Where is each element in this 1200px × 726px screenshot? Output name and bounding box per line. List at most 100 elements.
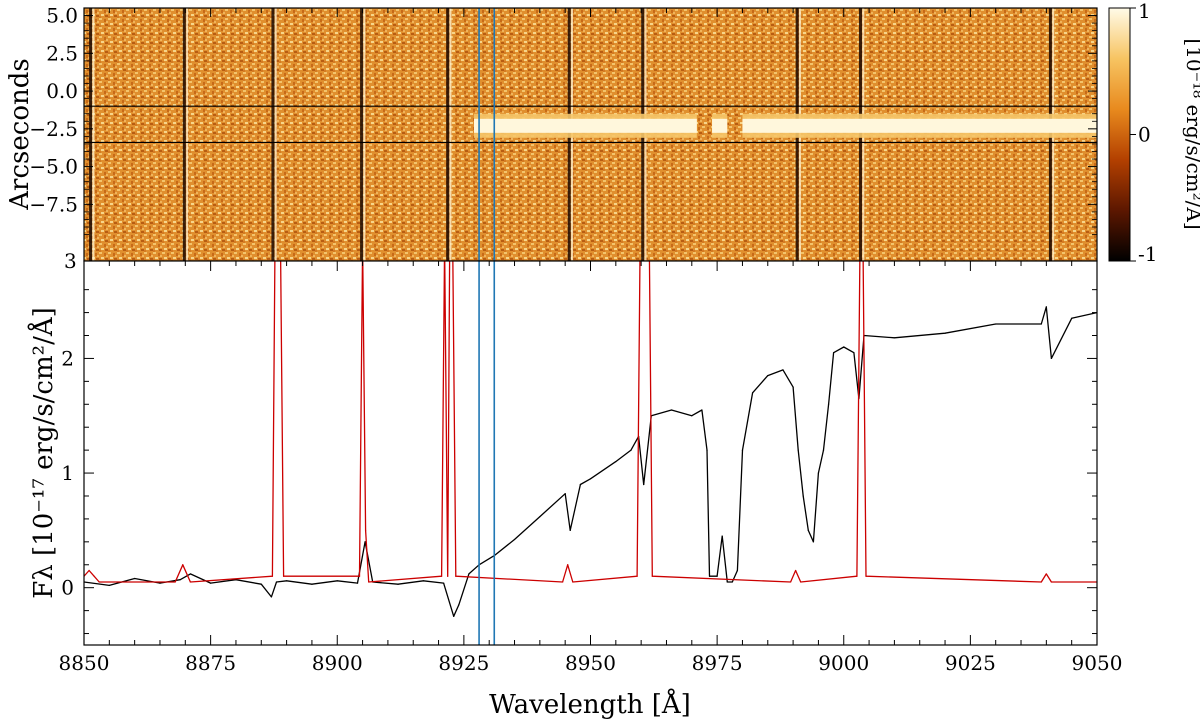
series-flux-point xyxy=(630,449,632,451)
x-axis-label: Wavelength [Å] xyxy=(489,688,691,720)
series-flux-point xyxy=(260,583,262,585)
trace-core-1 xyxy=(712,118,728,133)
series-sky-point xyxy=(1040,581,1042,583)
series-flux-point xyxy=(736,569,738,572)
series-flux-point xyxy=(833,352,835,354)
spectrum-lines xyxy=(84,261,1097,645)
series-sky-point xyxy=(447,575,449,577)
series-sky-point xyxy=(88,569,90,572)
sky-residual-bright-1 xyxy=(186,8,189,261)
xtick-label-8: 9050 xyxy=(1072,651,1123,675)
series-flux-point xyxy=(1045,306,1047,308)
spectrum-2d-panel: 5.0 2.5 0.0 −2.5 −5.0 −7.5 3 Arcseconds xyxy=(5,4,1098,273)
series-sky-point xyxy=(636,575,638,577)
series-flux-point xyxy=(108,584,110,586)
series-sky-point xyxy=(455,575,457,577)
series-flux-point xyxy=(995,323,997,325)
xtick-label-6: 9000 xyxy=(818,651,869,675)
series-flux-point xyxy=(397,583,399,585)
series-flux-point xyxy=(275,581,278,583)
sky-residual-dark-4 xyxy=(446,8,450,261)
series-flux-point xyxy=(807,529,809,531)
trace-core-2 xyxy=(742,118,1097,133)
series-flux-point xyxy=(691,415,693,417)
series-sky-point xyxy=(282,575,285,577)
bottom-axes-ticks: 8850 8875 8900 8925 8950 8975 9000 9025 9050 0 1 2 xyxy=(59,261,1123,675)
series-flux-point xyxy=(210,582,212,584)
xtick-label-4: 8950 xyxy=(565,651,616,675)
sky-residual-dark-0 xyxy=(89,8,93,261)
series-sky-point xyxy=(1050,581,1053,583)
series-flux-point xyxy=(564,493,566,495)
series-flux-point xyxy=(615,460,617,463)
series-flux-point xyxy=(589,478,592,480)
series-flux-point xyxy=(708,575,711,577)
series-flux-point xyxy=(767,375,769,377)
spectrum-1d-panel: 8850 8875 8900 8925 8950 8975 9000 9025 9050012 … xyxy=(27,260,1123,720)
ytick-label-0: 0 xyxy=(61,576,74,600)
top-ytick-label-4: −5.0 xyxy=(29,155,78,179)
series-sky-point xyxy=(271,575,274,577)
series-flux-point xyxy=(843,346,845,348)
series-flux-point xyxy=(422,580,424,582)
series-flux-point xyxy=(716,575,718,577)
sky-residual-bright-2 xyxy=(274,8,277,261)
top-ytick-label-2: 0.0 xyxy=(46,79,78,103)
series-sky-point xyxy=(562,581,564,583)
series-flux-point xyxy=(189,573,191,575)
top-y-axis: 5.0 2.5 0.0 −2.5 −5.0 −7.5 xyxy=(29,4,1098,235)
xtick-label-2: 8900 xyxy=(312,651,363,675)
series-flux-point xyxy=(458,604,460,606)
series-flux-point xyxy=(853,352,855,354)
ytick-label-1: 1 xyxy=(61,461,74,485)
sky-residual-bright-4 xyxy=(449,8,452,261)
series-sky-point xyxy=(1045,573,1047,575)
series-flux-point xyxy=(701,409,703,411)
top-ytick-label-5: −7.5 xyxy=(29,192,78,216)
series-flux-point xyxy=(179,579,181,581)
series-sky-point xyxy=(365,529,367,531)
series-flux-point xyxy=(1050,357,1053,360)
series-flux-point xyxy=(782,369,784,371)
colorbar-label: [10⁻¹⁸ erg/s/cm²/Å] xyxy=(1182,38,1200,229)
series-flux-point xyxy=(453,615,455,617)
series-flux-point xyxy=(670,409,673,411)
series-flux-point xyxy=(579,483,581,486)
sky-residual-dark-1 xyxy=(182,8,186,261)
series-flux-point xyxy=(311,583,313,585)
series-flux-point xyxy=(159,582,161,584)
top-ytick-label-1: 2.5 xyxy=(46,41,78,65)
series-flux-point xyxy=(286,580,288,582)
series-sky-point xyxy=(800,581,802,583)
series-flux-point xyxy=(726,581,728,583)
series-flux-point xyxy=(731,581,733,583)
series-sky-point xyxy=(865,575,867,577)
sky-residual-dark-3 xyxy=(360,8,364,261)
series-sky-point xyxy=(440,575,443,577)
xtick-label-5: 8975 xyxy=(692,651,743,675)
series-flux-point xyxy=(356,582,359,584)
top-ytick-label-0: 5.0 xyxy=(46,4,78,28)
series-flux-point xyxy=(443,582,445,584)
series-sky-point xyxy=(93,575,95,577)
series-flux-point xyxy=(827,403,830,405)
sky-residual-dark-2 xyxy=(271,8,275,261)
series-sky-point xyxy=(795,569,797,572)
series-flux-point xyxy=(751,392,754,394)
series-flux-point xyxy=(643,483,645,486)
colorbar: -1 0 1 [10⁻¹⁸ erg/s/cm²/Å] xyxy=(1108,0,1200,266)
series-flux-point xyxy=(792,386,794,388)
ytick-label-2: 2 xyxy=(61,346,74,370)
series-flux-point xyxy=(706,449,708,451)
series-sky-point xyxy=(368,581,370,583)
series-flux-point xyxy=(822,449,825,451)
series-flux-point xyxy=(817,472,820,474)
heatmap-features xyxy=(84,8,1097,261)
colorbar-tick-label-0: -1 xyxy=(1138,242,1157,266)
sky-residual-bright-0 xyxy=(92,8,95,261)
top-y-axis-label: Arcseconds xyxy=(5,58,35,210)
series-flux-point xyxy=(721,535,723,537)
series-flux-point xyxy=(569,529,571,531)
series-sky-point xyxy=(651,575,653,577)
series-sky-point xyxy=(174,581,176,583)
